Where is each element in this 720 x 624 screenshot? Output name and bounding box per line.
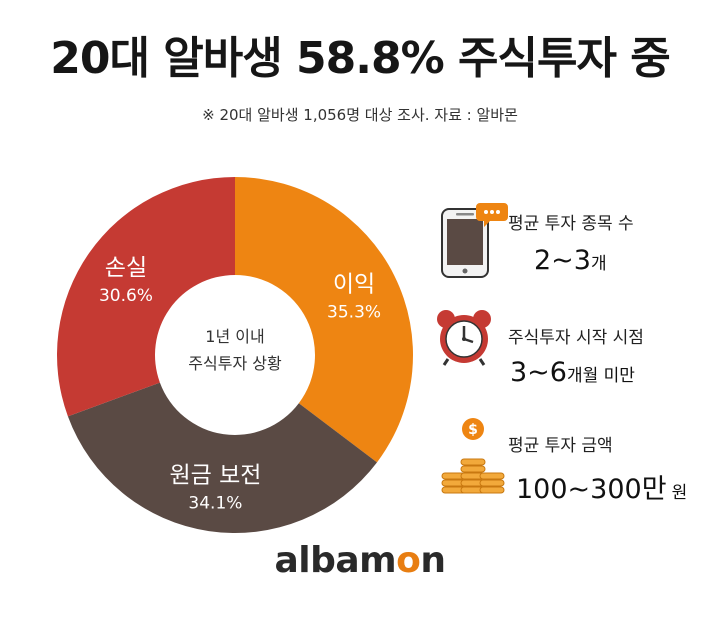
- albamon-logo: albamon: [0, 540, 720, 581]
- slice-label-2: 손실: [105, 255, 147, 281]
- page-title: 20대 알바생 58.8% 주식투자 중: [50, 33, 670, 84]
- alarm-clock-icon: [437, 310, 491, 366]
- smartphone-chat-icon: [441, 203, 508, 278]
- pie-slice-2: [56, 177, 236, 417]
- logo-text-post: n: [420, 540, 446, 581]
- center-label-line-1: 1년 이내: [205, 327, 264, 346]
- info-count-value: 2~3개: [534, 245, 607, 276]
- info-count-value-big: 2~3: [534, 245, 591, 276]
- info-start-label: 주식투자 시작 시점: [508, 328, 644, 348]
- info-amount-value-big: 100~300만: [516, 474, 667, 505]
- slice-label-1: 원금 보전: [169, 463, 261, 489]
- page-subtitle: ※ 20대 알바생 1,056명 대상 조사. 자료 : 알바몬: [202, 106, 518, 124]
- info-amount-label: 평균 투자 금액: [508, 436, 613, 456]
- logo-text-m: m: [359, 540, 397, 581]
- center-label-line-2: 주식투자 상황: [188, 354, 282, 373]
- pie-slice-0: [235, 177, 414, 463]
- info-start-value-big: 3~6: [510, 357, 567, 388]
- slice-label-0: 이익: [333, 272, 375, 298]
- logo-text-pre: alba: [274, 540, 360, 581]
- info-amount-value-unit: 원: [671, 483, 688, 503]
- info-amount-value: 100~300만 원: [516, 467, 687, 506]
- info-count-label: 평균 투자 종목 수: [508, 214, 634, 234]
- info-start-value: 3~6개월 미만: [510, 357, 635, 388]
- info-count-value-unit: 개: [590, 254, 607, 274]
- logo-text-o: o: [396, 540, 421, 581]
- info-start-value-unit: 개월 미만: [566, 366, 635, 386]
- svg-text:$: $: [468, 422, 478, 438]
- slice-value-1: 34.1%: [188, 494, 242, 514]
- slice-value-2: 30.6%: [99, 286, 153, 306]
- donut-chart: 이익 35.3% 원금 보전 34.1% 손실 30.6% 1년 이내 주식투자 상황: [56, 177, 414, 533]
- slice-value-0: 35.3%: [327, 303, 381, 323]
- pie-slice-1: [67, 382, 378, 533]
- coin-stack-icon: $: [441, 418, 505, 494]
- info-panel: 평균 투자 종목 수 2~3개 주식투자 시작 시점 3~6개월 미만 $: [430, 195, 710, 515]
